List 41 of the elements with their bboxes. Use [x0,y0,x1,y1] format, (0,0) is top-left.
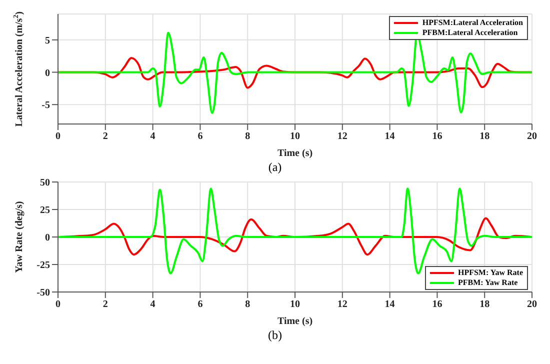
x-axis-title: Time (s) [277,148,313,159]
x-tick-label: 14 [384,131,395,142]
x-tick-label: 18 [480,299,490,310]
x-tick-label: 6 [198,299,203,310]
y-tick-label: -5 [42,100,50,112]
x-axis-title: Time (s) [277,316,313,327]
x-tick-label: 14 [384,299,395,310]
x-tick-label: 8 [245,299,250,310]
y-tick-label: 0 [45,68,50,79]
x-tick-label: 18 [480,131,490,142]
x-tick-label: 20 [527,299,537,310]
y-tick-label: 0 [45,232,50,244]
y-tick-label: 5 [45,35,50,46]
legend-label: HPFSM: Yaw Rate [458,268,523,278]
text: (a) [267,160,283,176]
x-tick-label: 10 [290,299,300,310]
legend-label: PFBM:Lateral Acceleration [422,28,518,38]
x-tick-label: 16 [432,299,442,310]
x-tick-label: 2 [102,299,108,310]
line-series [58,188,532,274]
x-tick-label: 8 [245,131,250,142]
x-tick-label: 6 [198,131,203,142]
x-tick-label: 10 [290,131,300,142]
y-tick-label: -25 [36,260,50,272]
x-tick-label: 12 [337,299,348,310]
x-tick-label: 0 [56,131,60,142]
text: (b) [267,328,283,344]
x-tick-label: 12 [337,131,348,142]
x-tick-label: 0 [56,299,60,310]
x-tick-label: 4 [150,131,156,142]
y-axis-title: Yaw Rate (deg/s) [14,201,25,273]
y-tick-label: 25 [40,205,50,216]
legend-label: PFBM: Yaw Rate [458,278,518,288]
x-tick-label: 20 [527,131,537,142]
line-series [58,32,532,114]
y-tick-label: 50 [40,178,50,189]
legend-label: HPFSM:Lateral Acceleration [422,18,523,28]
x-tick-label: 16 [432,131,442,142]
x-tick-label: 4 [150,299,156,310]
x-tick-label: 2 [102,131,108,142]
y-tick-label: -50 [36,288,50,299]
